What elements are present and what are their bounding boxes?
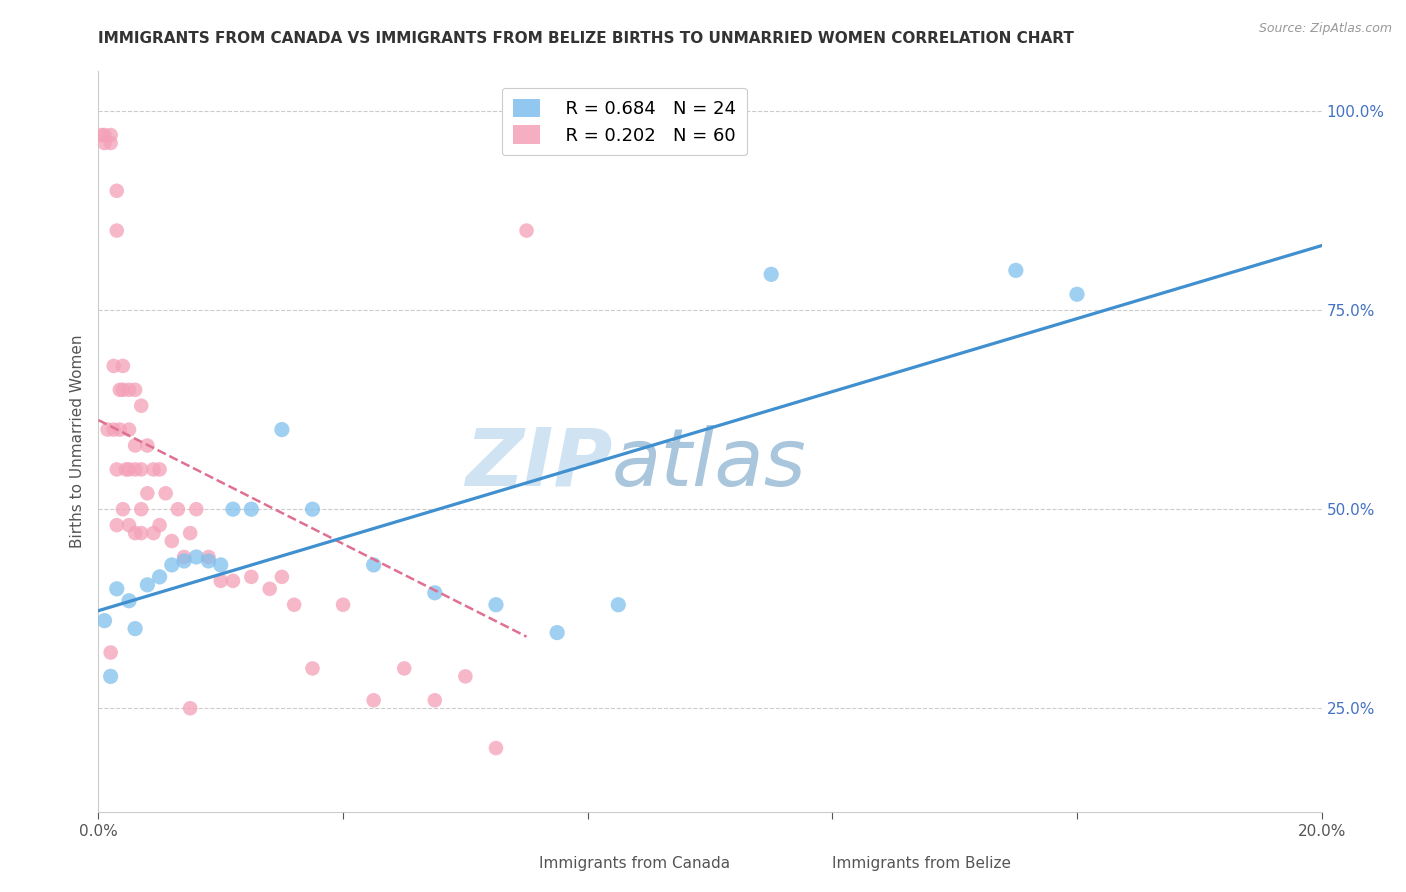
Point — [100, 128, 122, 142]
Point — [155, 486, 177, 500]
Text: atlas: atlas — [612, 425, 807, 503]
Point — [363, 558, 385, 572]
Point — [173, 554, 195, 568]
FancyBboxPatch shape — [478, 856, 510, 875]
Point — [124, 438, 146, 452]
FancyBboxPatch shape — [772, 856, 804, 875]
Point — [270, 423, 292, 437]
Point — [105, 223, 128, 237]
Point — [179, 526, 201, 541]
Point — [209, 574, 232, 588]
Point — [118, 423, 141, 437]
Point — [118, 518, 141, 533]
Point — [167, 502, 190, 516]
Point — [149, 518, 172, 533]
Point — [111, 383, 134, 397]
Point — [124, 462, 146, 476]
Text: Source: ZipAtlas.com: Source: ZipAtlas.com — [1258, 22, 1392, 36]
Point — [111, 359, 134, 373]
Point — [283, 598, 305, 612]
Point — [100, 669, 122, 683]
Point — [1066, 287, 1088, 301]
Point — [197, 549, 219, 564]
Point — [93, 128, 115, 142]
Point — [209, 558, 232, 572]
Point — [115, 462, 138, 476]
Point — [108, 423, 131, 437]
Point — [222, 574, 245, 588]
Point — [142, 526, 165, 541]
Point — [93, 136, 115, 150]
Point — [118, 462, 141, 476]
Text: ZIP: ZIP — [465, 425, 612, 503]
Point — [103, 423, 125, 437]
Point — [485, 741, 508, 756]
Point — [270, 570, 292, 584]
Point — [607, 598, 630, 612]
Point — [423, 693, 446, 707]
Point — [105, 184, 128, 198]
Legend:   R = 0.684   N = 24,   R = 0.202   N = 60: R = 0.684 N = 24, R = 0.202 N = 60 — [502, 87, 747, 155]
Point — [100, 646, 122, 660]
Point — [197, 554, 219, 568]
Point — [240, 502, 263, 516]
Point — [363, 693, 385, 707]
Point — [1004, 263, 1026, 277]
Point — [240, 570, 263, 584]
Y-axis label: Births to Unmarried Women: Births to Unmarried Women — [69, 334, 84, 549]
Point — [259, 582, 281, 596]
Point — [129, 399, 152, 413]
Point — [129, 462, 152, 476]
Point — [186, 502, 208, 516]
Point — [503, 136, 526, 150]
Point — [136, 438, 159, 452]
Point — [142, 462, 165, 476]
Point — [546, 625, 568, 640]
Point — [118, 593, 141, 607]
Point — [129, 502, 152, 516]
Point — [118, 383, 141, 397]
Point — [149, 570, 172, 584]
Point — [160, 534, 183, 549]
Point — [124, 526, 146, 541]
Point — [173, 549, 195, 564]
Text: IMMIGRANTS FROM CANADA VS IMMIGRANTS FROM BELIZE BIRTHS TO UNMARRIED WOMEN CORRE: IMMIGRANTS FROM CANADA VS IMMIGRANTS FRO… — [98, 31, 1074, 46]
Point — [179, 701, 201, 715]
Point — [759, 268, 782, 282]
Point — [105, 462, 128, 476]
Point — [136, 486, 159, 500]
Point — [516, 223, 538, 237]
Point — [332, 598, 354, 612]
Point — [105, 518, 128, 533]
Point — [105, 582, 128, 596]
Point — [485, 598, 508, 612]
Point — [124, 383, 146, 397]
Point — [100, 136, 122, 150]
Point — [97, 423, 120, 437]
Point — [454, 669, 477, 683]
Point — [108, 383, 131, 397]
Point — [423, 586, 446, 600]
Point — [90, 128, 112, 142]
Point — [129, 526, 152, 541]
Point — [124, 622, 146, 636]
Point — [301, 502, 323, 516]
Point — [186, 549, 208, 564]
Text: Immigrants from Canada: Immigrants from Canada — [538, 856, 730, 871]
Point — [160, 558, 183, 572]
Point — [111, 502, 134, 516]
Point — [301, 661, 323, 675]
Point — [149, 462, 172, 476]
Point — [222, 502, 245, 516]
Point — [103, 359, 125, 373]
Point — [392, 661, 416, 675]
Text: Immigrants from Belize: Immigrants from Belize — [832, 856, 1011, 871]
Point — [93, 614, 115, 628]
Point — [136, 578, 159, 592]
